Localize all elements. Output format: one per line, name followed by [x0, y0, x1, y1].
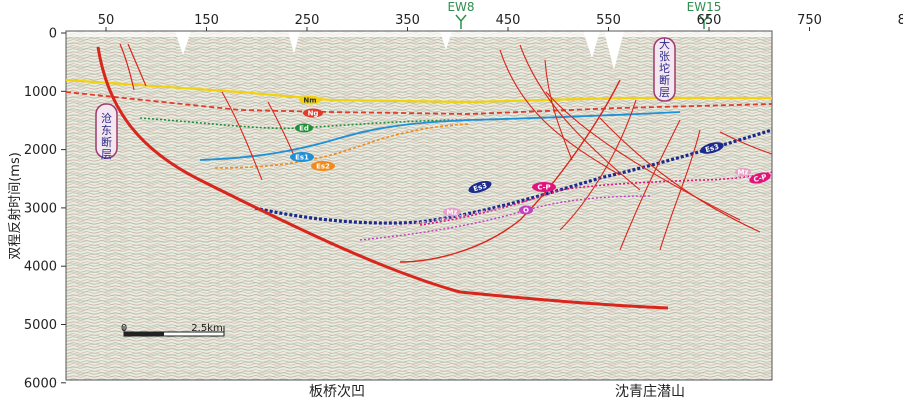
badge-es1: Es1: [290, 152, 314, 162]
well-symbol-icon: [698, 14, 710, 29]
horizon-es2-line: [214, 123, 471, 169]
fault-label-cangdong: 沧东断层: [95, 103, 118, 161]
svg-text:C-P: C-P: [753, 173, 768, 184]
svg-text:Mz: Mz: [446, 209, 457, 217]
region-label-shenqingzhuang: 沈青庄潜山: [615, 383, 685, 400]
horizon-ng-line: [65, 91, 773, 115]
badge-ng: Ng: [303, 108, 323, 118]
badge-mz-left: Mz: [443, 207, 461, 217]
x-tick-label: 250: [295, 13, 320, 28]
svg-text:Es1: Es1: [295, 154, 309, 162]
x-tick-label: 750: [797, 13, 822, 28]
x-tick-label: 50: [98, 13, 115, 28]
y-tick-label: 2000: [24, 143, 57, 158]
svg-text:EW15: EW15: [687, 0, 722, 14]
svg-text:Nm: Nm: [303, 97, 316, 105]
plot-frame: [65, 30, 773, 381]
badge-cp-left: C-P: [532, 182, 556, 192]
svg-text:Ed: Ed: [299, 125, 309, 133]
badge-es3-right: Es3: [700, 142, 724, 154]
svg-text:O: O: [523, 207, 529, 215]
x-axis: 50 150 250 350 450 550 650 750 850: [98, 13, 903, 31]
x-tick-label: 650: [697, 13, 722, 28]
svg-text:Es3: Es3: [704, 143, 720, 154]
x-tick-label: 550: [596, 13, 621, 28]
fault-cangdong-main: [96, 46, 669, 310]
scale-bar: 0 2.5km: [121, 323, 225, 337]
horizon-badges: Nm Ng Ed Es1 Es2 Es3 Es3 C-P C-P O Mz Mz: [290, 95, 771, 217]
horizon-o-line: [359, 195, 651, 241]
well-ew8: EW8: [447, 0, 475, 29]
badge-o: O: [519, 205, 533, 215]
region-label-banqiao: 板桥次凹: [309, 384, 365, 400]
faults: [96, 43, 773, 310]
x-tick-label: 350: [395, 13, 420, 28]
horizon-mz-line: [379, 207, 501, 229]
svg-text:0: 0: [121, 323, 127, 334]
y-tick-label: 3000: [24, 201, 57, 216]
surface-notch: [288, 31, 300, 54]
badge-mz-right: Mz: [735, 168, 751, 177]
badge-es3-left: Es3: [468, 180, 492, 193]
svg-text:Es2: Es2: [316, 163, 330, 171]
surface-notch: [440, 31, 452, 50]
y-tick-label: 5000: [24, 318, 57, 333]
x-tick-label: 850: [898, 13, 903, 28]
horizon-es3-line: [254, 128, 773, 225]
y-tick-label: 1000: [24, 85, 57, 100]
svg-text:Es3: Es3: [472, 181, 488, 193]
well-ew15: EW15: [687, 0, 722, 29]
x-tick-label: 450: [496, 13, 521, 28]
well-symbol-icon: [455, 14, 467, 29]
badge-ed: Ed: [295, 123, 313, 133]
fault-label-dazhangtuo: 大张坨断层: [653, 37, 676, 102]
surface-notch: [583, 31, 600, 58]
badge-nm: Nm: [299, 95, 321, 105]
horizon-es1-line: [199, 111, 681, 161]
fault-minor: [399, 79, 621, 263]
svg-text:C-P: C-P: [537, 184, 550, 192]
horizon-nm-line: [65, 78, 772, 104]
svg-text:Mz: Mz: [737, 169, 748, 177]
svg-text:EW8: EW8: [447, 0, 474, 14]
badge-cp-right: C-P: [749, 172, 771, 184]
y-tick-label: 6000: [24, 376, 57, 391]
x-tick-label: 150: [194, 13, 219, 28]
svg-text:2.5km: 2.5km: [191, 323, 222, 334]
svg-text:沧东断层: 沧东断层: [101, 111, 112, 161]
surface-notch: [604, 31, 624, 70]
horizon-cp-line: [419, 171, 773, 226]
surface-notch: [175, 31, 191, 55]
badge-es2: Es2: [311, 161, 335, 171]
y-tick-label: 4000: [24, 260, 57, 275]
y-axis-title: 双程反射时间(ms): [7, 152, 23, 260]
y-axis: 0 1000 2000 3000 4000 5000 6000: [24, 27, 66, 391]
svg-text:大张坨断层: 大张坨断层: [659, 37, 670, 99]
svg-text:Ng: Ng: [308, 110, 319, 118]
y-tick-label: 0: [49, 27, 57, 42]
